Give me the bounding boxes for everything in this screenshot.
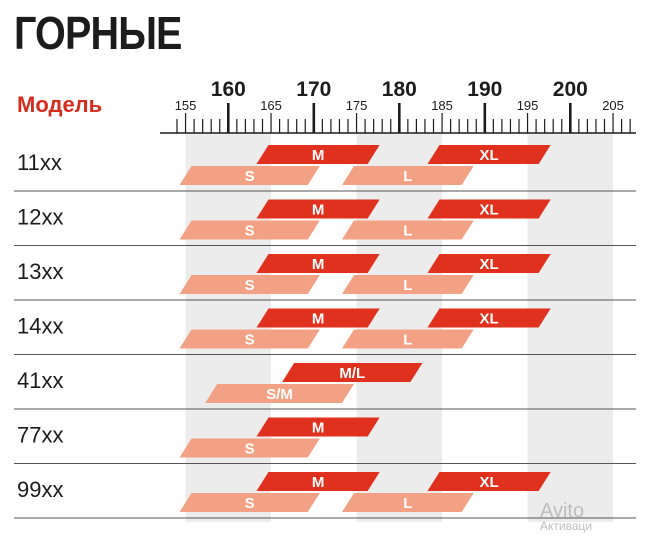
size-bar-primary — [427, 308, 551, 328]
size-bar-secondary — [342, 493, 474, 512]
minor-tick-label: 165 — [260, 98, 282, 113]
size-bar-secondary — [342, 275, 474, 294]
watermark: Avito Активаци — [540, 500, 592, 533]
size-bar-primary-label: XL — [479, 311, 498, 328]
size-bar-primary — [427, 199, 551, 219]
size-bar-primary-label: XL — [479, 147, 498, 164]
page-title: ГОРНЫЕ — [14, 7, 182, 59]
model-row: 99xx S M L XL — [14, 472, 636, 519]
model-name: 12xx — [17, 205, 63, 230]
size-bar-secondary-label: S — [245, 441, 255, 458]
size-bar-primary-label: M — [312, 311, 325, 328]
size-bar-secondary — [179, 329, 320, 349]
major-tick-label: 170 — [296, 78, 331, 101]
model-name: 77xx — [17, 423, 63, 448]
size-bar-primary-label: M — [312, 202, 325, 219]
major-tick-label: 200 — [553, 78, 588, 101]
height-axis: 160 170 180 190 200 155 165 175 185 195 205 — [160, 78, 636, 134]
model-name: 14xx — [17, 314, 63, 339]
model-row: 77xx S M — [14, 417, 636, 465]
model-name: 99xx — [17, 477, 63, 502]
size-bar-primary — [256, 254, 380, 273]
model-column-header: Модель — [17, 92, 103, 117]
size-bar-secondary — [342, 166, 474, 185]
model-row: 11xx S M L XL — [14, 145, 636, 192]
size-bar-secondary — [342, 220, 474, 240]
model-row: 12xx S M L XL — [14, 199, 636, 247]
size-bar-secondary-label: S — [245, 277, 255, 294]
size-bar-secondary-label: L — [403, 223, 412, 240]
major-tick-label: 160 — [211, 78, 246, 101]
model-row: 14xx S M L XL — [14, 308, 636, 356]
size-bar-primary — [427, 145, 551, 164]
size-bar-secondary — [342, 329, 474, 349]
size-bar-secondary — [179, 438, 320, 458]
watermark-sub: Активаци — [540, 519, 593, 533]
minor-tick-label: 195 — [517, 98, 539, 113]
size-bar-secondary — [179, 275, 320, 294]
minor-tick-label: 175 — [346, 98, 368, 113]
minor-tick-label: 185 — [431, 98, 453, 113]
size-bar-primary-label: XL — [479, 202, 498, 219]
size-bar-primary — [256, 417, 380, 437]
major-tick-label: 190 — [467, 78, 502, 101]
size-bar-primary-label: M — [312, 474, 325, 491]
size-bar-secondary-label: L — [403, 168, 412, 185]
size-bar-secondary-label: S/M — [266, 386, 293, 403]
minor-tick-label: 155 — [175, 98, 197, 113]
size-bar-secondary-label: L — [403, 495, 412, 512]
size-bar-secondary — [179, 166, 320, 185]
size-bar-secondary — [205, 384, 354, 403]
size-bar-secondary-label: S — [245, 223, 255, 240]
size-bar-secondary — [179, 493, 320, 512]
major-tick-label: 180 — [382, 78, 417, 101]
size-bar-primary-label: M — [312, 420, 325, 437]
size-bar-secondary — [179, 220, 320, 240]
size-bar-primary-label: XL — [479, 474, 498, 491]
size-bar-primary — [282, 363, 423, 382]
shaded-band — [527, 133, 614, 522]
size-bar-secondary-label: S — [245, 332, 255, 349]
model-rows: 11xx S M L XL 12xx S M L XL 13xx S M L XL 14xx S M L XL 41xx… — [14, 145, 636, 519]
size-bar-secondary-label: S — [245, 495, 255, 512]
size-bar-primary-label: XL — [479, 256, 498, 273]
size-bar-primary-label: M — [312, 147, 325, 164]
model-name: 41xx — [17, 368, 63, 393]
size-bar-primary — [256, 145, 380, 164]
size-bar-primary — [427, 254, 551, 273]
size-bar-primary-label: M/L — [339, 365, 365, 382]
model-row: 41xx S/M M/L — [14, 363, 636, 410]
model-name: 11xx — [17, 150, 62, 175]
size-bar-secondary-label: L — [403, 332, 412, 349]
minor-tick-label: 205 — [602, 98, 624, 113]
size-bar-secondary-label: L — [403, 277, 412, 294]
size-bar-primary — [256, 308, 380, 328]
size-bar-primary — [427, 472, 551, 491]
size-bar-primary — [256, 199, 380, 219]
size-bar-primary-label: M — [312, 256, 325, 273]
model-row: 13xx S M L XL — [14, 254, 636, 301]
size-bar-secondary-label: S — [245, 168, 255, 185]
watermark-brand: Avito — [540, 500, 585, 522]
model-name: 13xx — [17, 259, 63, 284]
size-bar-primary — [256, 472, 380, 491]
